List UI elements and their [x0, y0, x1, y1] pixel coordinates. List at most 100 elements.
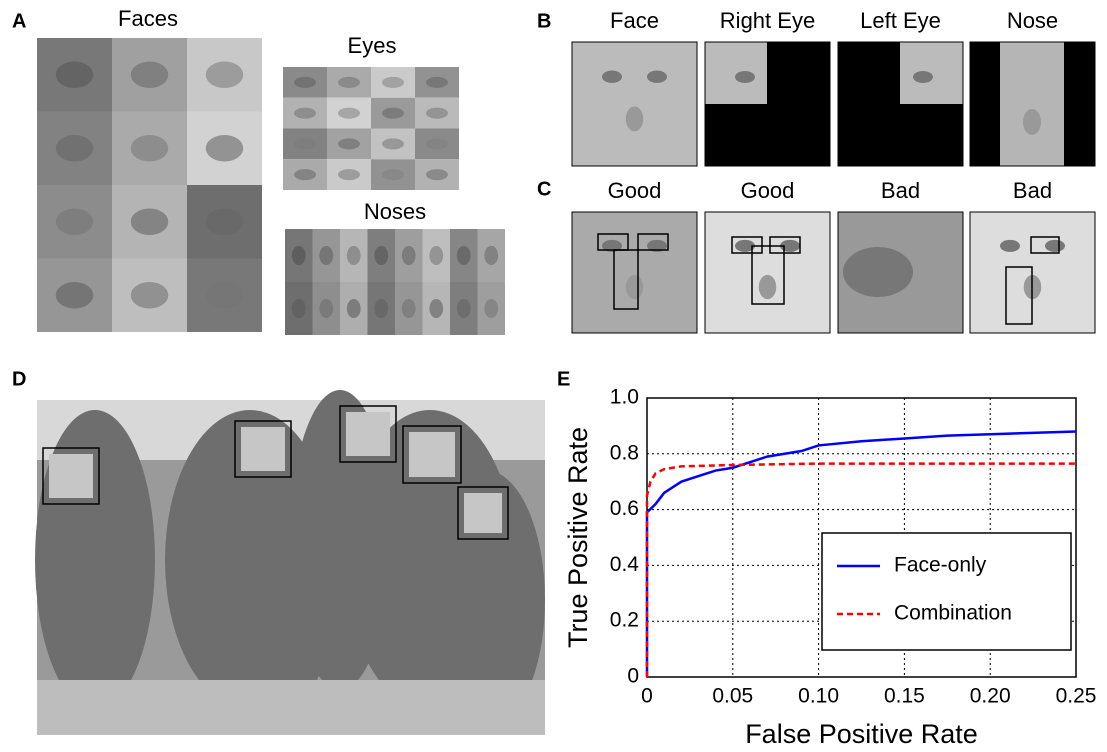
figure: A B C D E Faces Eyes Noses Face Right Eye… — [0, 0, 1107, 752]
eye-thumb-feature — [426, 77, 448, 88]
face-crop — [241, 427, 285, 471]
nose-thumb-feature — [457, 299, 471, 318]
face-thumb-feature — [56, 135, 94, 161]
eye — [647, 71, 667, 83]
nose — [759, 275, 777, 299]
eye-thumb-feature — [294, 108, 316, 119]
eye-thumb-feature — [426, 138, 448, 149]
floor — [37, 680, 545, 735]
face-crop — [464, 493, 502, 533]
y-tick-label: 0 — [627, 665, 639, 688]
eye-thumb-feature — [338, 77, 360, 88]
eye-thumb-feature — [338, 169, 360, 180]
nose-thumb-feature — [484, 246, 498, 265]
eye-thumb-feature — [294, 138, 316, 149]
panel-label: D — [12, 368, 26, 390]
nose — [1023, 109, 1041, 135]
caption: Nose — [1007, 8, 1058, 33]
eye-thumb-feature — [426, 169, 448, 180]
y-tick-label: 0.8 — [610, 441, 639, 464]
caption: Bad — [1013, 178, 1052, 203]
caption: Right Eye — [720, 8, 815, 33]
eye-thumb-feature — [294, 77, 316, 88]
face-thumb-feature — [131, 282, 169, 308]
caption: Good — [608, 178, 662, 203]
crop — [900, 42, 963, 104]
eye-thumb-feature — [382, 138, 404, 149]
x-tick-label: 0.05 — [712, 685, 753, 708]
eye-thumb-feature — [338, 108, 360, 119]
face-crop — [409, 432, 455, 477]
x-tick-label: 0.10 — [798, 685, 839, 708]
panel-label: E — [557, 368, 570, 390]
caption: Left Eye — [860, 8, 941, 33]
x-tick-label: 0.20 — [970, 685, 1011, 708]
crop — [1000, 42, 1064, 166]
nose-thumb-feature — [429, 299, 443, 318]
eye — [602, 71, 622, 83]
nose-thumb-feature — [319, 299, 333, 318]
face-thumb-feature — [131, 135, 169, 161]
face-thumb-feature — [56, 282, 94, 308]
face-thumb-feature — [56, 62, 94, 88]
eye-thumb-feature — [338, 138, 360, 149]
x-tick-label: 0.15 — [884, 685, 925, 708]
eye — [735, 71, 755, 83]
nose-thumb-feature — [402, 246, 416, 265]
nose-thumb-feature — [457, 246, 471, 265]
nose-thumb-feature — [402, 299, 416, 318]
nose — [626, 275, 644, 299]
nose-thumb-feature — [292, 246, 306, 265]
face-thumb-feature — [131, 209, 169, 235]
y-tick-label: 0.2 — [610, 609, 639, 632]
caption: Good — [741, 178, 795, 203]
face-crop — [346, 412, 390, 456]
nose-thumb-feature — [374, 299, 388, 318]
nose-thumb-feature — [429, 246, 443, 265]
y-tick-label: 1.0 — [610, 386, 639, 409]
nose-thumb-feature — [374, 246, 388, 265]
face-thumb-feature — [131, 62, 169, 88]
caption: Bad — [881, 178, 920, 203]
blur — [843, 247, 913, 297]
caption: Noses — [364, 199, 426, 224]
y-axis-label: True Positive Rate — [563, 427, 593, 648]
eye-thumb-feature — [426, 108, 448, 119]
panel-label: C — [537, 178, 551, 200]
face-thumb-feature — [206, 282, 244, 308]
face-thumb-feature — [206, 135, 244, 161]
eye-thumb-feature — [382, 108, 404, 119]
face-image — [705, 212, 830, 333]
nose-thumb-feature — [319, 246, 333, 265]
x-axis-label: False Positive Rate — [745, 719, 978, 749]
nose-thumb-feature — [347, 246, 361, 265]
x-tick-label: 0 — [641, 685, 653, 708]
panel-label: B — [537, 10, 551, 32]
legend-box — [822, 533, 1071, 650]
panel-label: A — [12, 10, 26, 32]
face-image — [572, 212, 697, 333]
eye-thumb-feature — [382, 169, 404, 180]
face-thumb-feature — [206, 209, 244, 235]
face-thumb-feature — [56, 209, 94, 235]
eye — [1000, 240, 1020, 252]
nose-thumb-feature — [484, 299, 498, 318]
crop — [705, 42, 767, 104]
y-tick-label: 0.6 — [610, 497, 639, 520]
face-image — [572, 42, 697, 166]
caption: Faces — [118, 6, 178, 31]
face-crop — [49, 454, 93, 498]
x-tick-label: 0.25 — [1056, 685, 1097, 708]
nose-thumb-feature — [347, 299, 361, 318]
eye — [1045, 240, 1065, 252]
legend-label: Face-only — [894, 554, 987, 577]
caption: Eyes — [348, 33, 397, 58]
caption: Face — [610, 8, 659, 33]
y-tick-label: 0.4 — [610, 553, 640, 576]
eye — [913, 71, 933, 83]
nose — [626, 106, 644, 131]
eye-thumb-feature — [294, 169, 316, 180]
nose-thumb-feature — [292, 299, 306, 318]
face-thumb-feature — [206, 62, 244, 88]
eye-thumb-feature — [382, 77, 404, 88]
